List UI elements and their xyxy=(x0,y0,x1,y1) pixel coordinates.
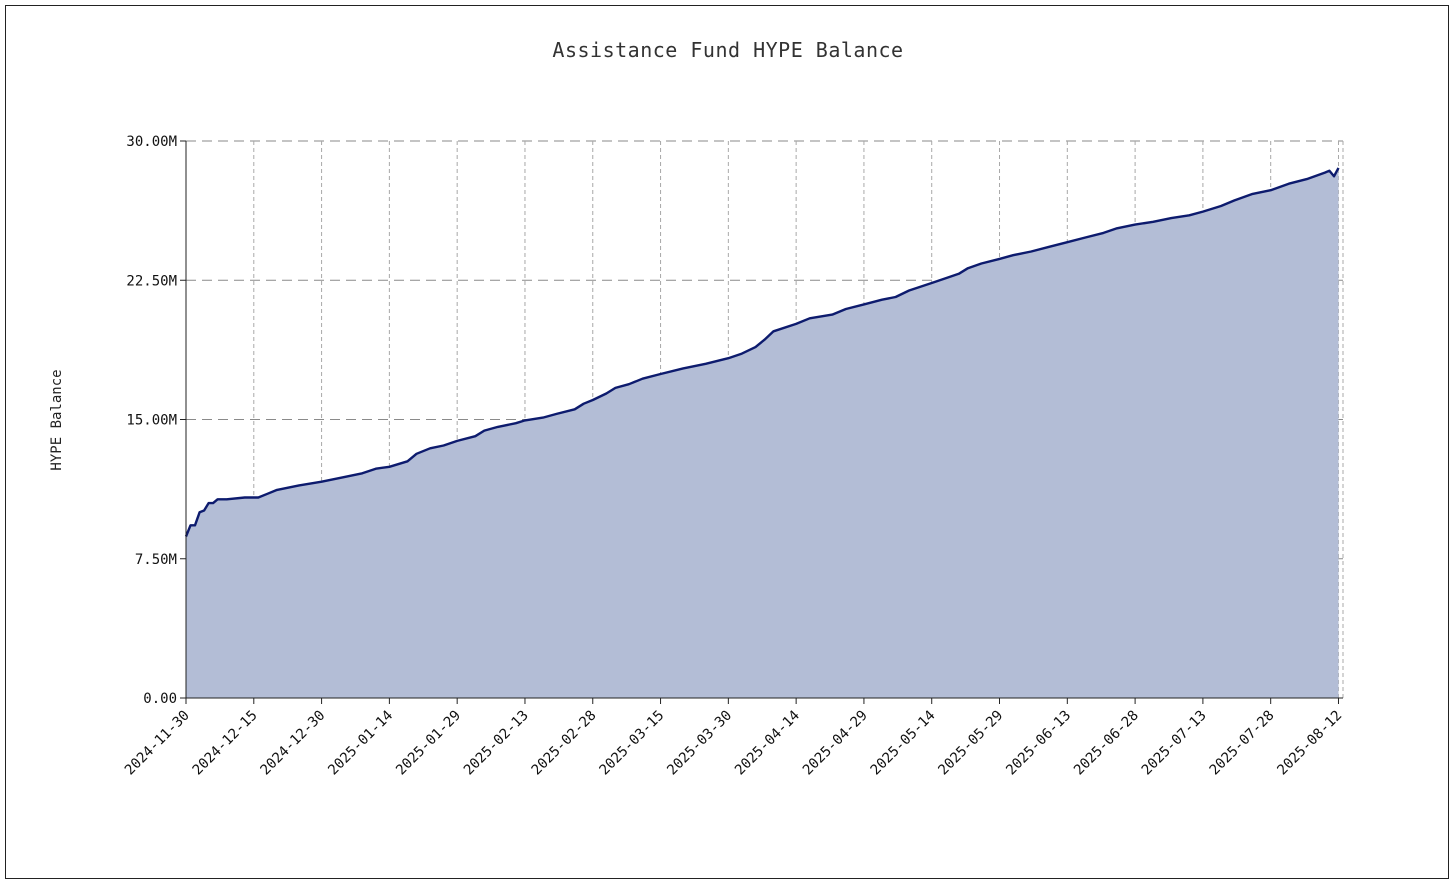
y-tick-label: 22.50M xyxy=(126,273,177,289)
x-tick-label: 2025-04-14 xyxy=(732,708,803,779)
axis-layer xyxy=(180,140,1343,704)
x-tick-label: 2024-12-15 xyxy=(190,708,261,779)
x-tick-label: 2025-01-14 xyxy=(325,708,396,779)
area-layer xyxy=(184,167,1340,698)
chart-title: Assistance Fund HYPE Balance xyxy=(552,38,904,62)
x-tick-label: 2025-02-13 xyxy=(461,708,532,779)
area-fill xyxy=(186,167,1339,698)
y-tick-label: 0.00 xyxy=(143,691,177,707)
y-tick-label: 30.00M xyxy=(126,134,177,150)
x-tick-label: 2025-06-28 xyxy=(1071,708,1142,779)
x-tick-label: 2025-07-13 xyxy=(1139,708,1210,779)
y-tick-label: 7.50M xyxy=(135,552,177,568)
series-line xyxy=(184,167,1340,537)
x-tick-label: 2025-04-29 xyxy=(800,708,871,779)
x-tick-label: 2025-02-28 xyxy=(529,708,600,779)
x-tick-label: 2025-03-30 xyxy=(664,708,735,779)
x-tick-label: 2025-08-12 xyxy=(1274,708,1345,779)
x-tick-label: 2025-06-13 xyxy=(1003,708,1074,779)
x-tick-label: 2025-07-28 xyxy=(1207,708,1278,779)
x-tick-label: 2025-05-14 xyxy=(868,708,939,779)
x-tick-label: 2025-05-29 xyxy=(935,708,1006,779)
x-tick-label: 2025-01-29 xyxy=(393,708,464,779)
x-tick-label: 2024-12-30 xyxy=(257,708,328,779)
x-tick-label: 2024-11-30 xyxy=(122,708,193,779)
y-tick-label: 15.00M xyxy=(126,413,177,429)
x-tick-label: 2025-03-15 xyxy=(596,708,667,779)
